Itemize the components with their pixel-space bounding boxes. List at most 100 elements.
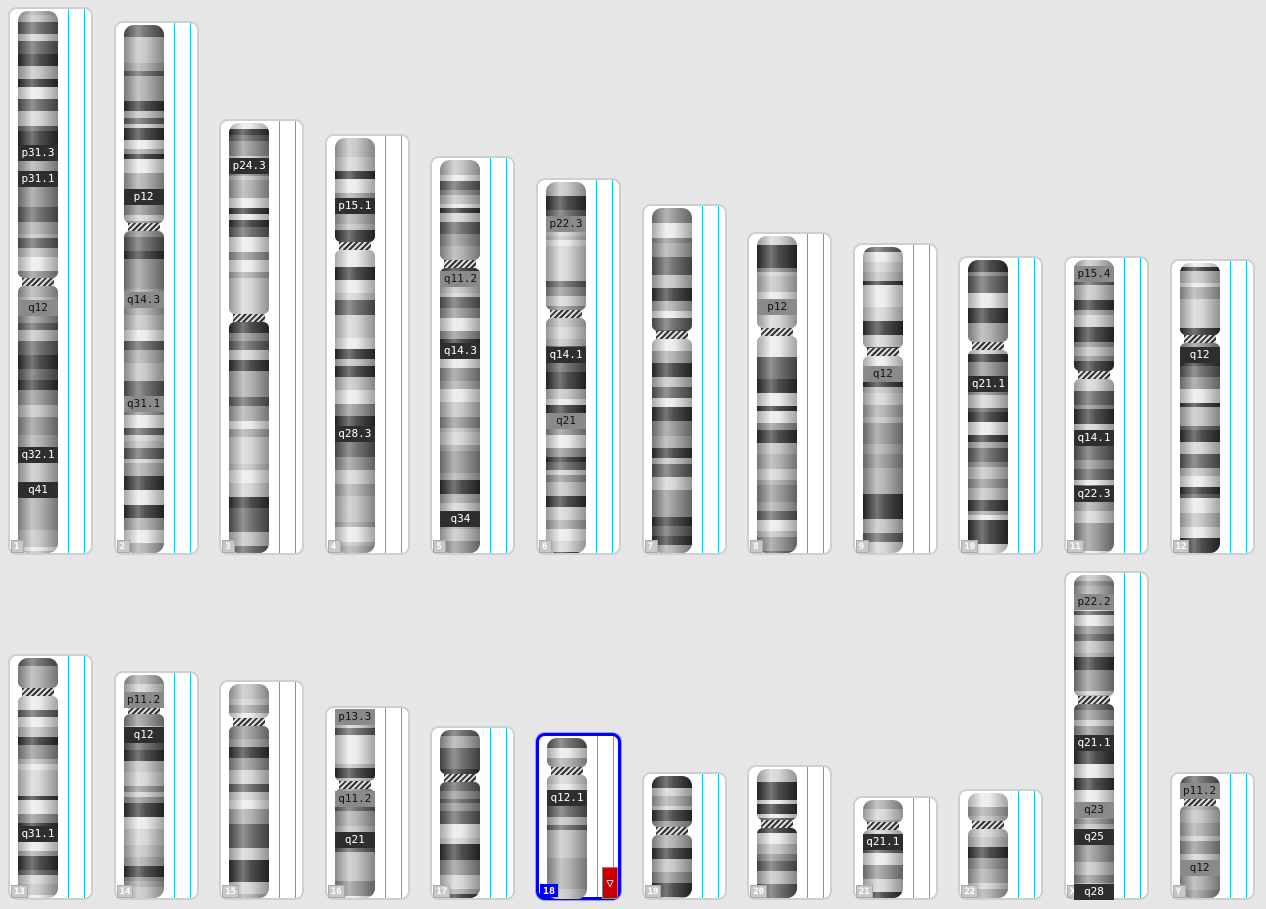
cytoband[interactable] (547, 758, 587, 767)
cytoband[interactable] (123, 91, 164, 95)
chromosome-number[interactable]: 9 (855, 540, 869, 553)
cytoband[interactable] (440, 445, 481, 451)
cytoband[interactable] (757, 292, 798, 299)
cytoband[interactable] (334, 349, 375, 353)
cytoband[interactable] (757, 379, 798, 393)
chromosome-arm[interactable] (651, 776, 692, 827)
cytoband[interactable] (334, 138, 375, 146)
cytoband[interactable] (229, 788, 270, 792)
cytoband[interactable] (440, 246, 481, 257)
cytoband[interactable] (334, 353, 375, 359)
cytoband[interactable] (229, 497, 270, 508)
cytoband[interactable] (123, 118, 164, 124)
cytoband[interactable] (651, 517, 692, 526)
cytoband[interactable] (123, 350, 164, 363)
cytoband[interactable] (334, 542, 375, 546)
chromosome-arm[interactable] (862, 356, 903, 553)
cytoband[interactable] (546, 462, 586, 470)
cytoband[interactable] (651, 883, 692, 897)
cytoband[interactable] (862, 417, 903, 423)
cytoband[interactable] (1074, 444, 1114, 452)
cytoband[interactable] (1074, 657, 1114, 670)
cytoband[interactable] (18, 198, 58, 207)
cytoband[interactable] (546, 236, 586, 240)
cytoband[interactable] (651, 330, 692, 331)
cytoband[interactable] (123, 684, 164, 695)
cytoband[interactable] (547, 889, 587, 898)
band-label[interactable]: q41 (18, 482, 58, 498)
cytoband[interactable] (1074, 824, 1114, 828)
cytoband[interactable] (123, 159, 164, 173)
cytoband[interactable] (968, 260, 1009, 272)
cytoband[interactable] (440, 791, 481, 799)
cytoband[interactable] (651, 238, 692, 243)
cytoband[interactable] (229, 260, 270, 264)
cytoband[interactable] (968, 837, 1009, 847)
chromosome-panel-6[interactable]: p22.3 q14.1 q21 6 (536, 178, 621, 555)
cytoband[interactable] (547, 898, 587, 899)
chromosome-panel-X[interactable]: p22.2 q21.1 q23 q25 q28 X (1064, 571, 1149, 900)
cytoband[interactable] (229, 726, 270, 739)
cytoband[interactable] (1074, 551, 1114, 553)
chromosome-panel-3[interactable]: p24.3 3 (219, 119, 305, 555)
cytoband[interactable] (440, 769, 481, 774)
cytoband[interactable] (440, 234, 481, 246)
cytoband[interactable] (862, 454, 903, 468)
cytoband[interactable] (229, 129, 270, 135)
cytoband[interactable] (229, 406, 270, 421)
cytoband[interactable] (440, 473, 481, 480)
chromosome-panel-10[interactable]: q21.1 10 (958, 256, 1044, 555)
cytoband[interactable] (123, 25, 164, 37)
cytoband[interactable] (1074, 611, 1114, 615)
cytoband[interactable] (229, 214, 270, 220)
chromosome-arm[interactable] (1179, 343, 1220, 553)
cytoband[interactable] (546, 443, 586, 448)
cytoband[interactable] (546, 541, 586, 552)
cytoband[interactable] (334, 315, 375, 326)
cytoband[interactable] (229, 227, 270, 237)
chromosome-number[interactable]: 1 (11, 540, 24, 553)
cytoband[interactable] (547, 775, 587, 784)
cytoband[interactable] (229, 180, 270, 193)
cytoband[interactable] (862, 433, 903, 444)
cytoband[interactable] (968, 511, 1009, 515)
cytoband[interactable] (1179, 876, 1220, 890)
chromosome-arm[interactable] (18, 11, 58, 278)
chromosome-number[interactable]: 10 (961, 540, 979, 553)
cytoband[interactable] (18, 286, 58, 297)
cytoband[interactable] (123, 231, 164, 237)
chromosome-arm[interactable] (229, 684, 270, 718)
cytoband[interactable] (123, 221, 164, 223)
cytoband[interactable] (440, 339, 481, 345)
cytoband[interactable] (440, 889, 481, 894)
cytoband[interactable] (18, 875, 58, 884)
cytoband[interactable] (757, 884, 798, 898)
band-label[interactable]: q32.1 (18, 447, 58, 463)
cytoband[interactable] (229, 220, 270, 227)
cytoband[interactable] (546, 256, 586, 267)
cytoband[interactable] (334, 768, 375, 778)
cytoband[interactable] (1074, 342, 1114, 347)
cytoband[interactable] (18, 248, 58, 257)
cytoband[interactable] (1179, 806, 1220, 810)
cytoband[interactable] (651, 495, 692, 506)
chromosome-panel-5[interactable]: q11.2 q14.3 q34 5 (430, 156, 516, 555)
cytoband[interactable] (1179, 527, 1220, 538)
cytoband[interactable] (757, 272, 798, 276)
cytoband[interactable] (18, 696, 58, 710)
cytoband[interactable] (651, 464, 692, 473)
cytoband[interactable] (123, 76, 164, 80)
down-triangle-icon[interactable]: ▽ (602, 867, 618, 899)
cytoband[interactable] (440, 160, 481, 175)
cytoband[interactable] (862, 830, 903, 835)
chromosome-number[interactable]: 20 (750, 885, 768, 898)
cytoband[interactable] (229, 237, 270, 252)
cytoband[interactable] (334, 157, 375, 171)
cytoband[interactable] (334, 778, 375, 781)
cytoband[interactable] (546, 487, 586, 496)
cytoband[interactable] (229, 193, 270, 198)
cytoband[interactable] (440, 541, 481, 553)
cytoband[interactable] (123, 415, 164, 428)
chromosome-arm[interactable] (1179, 806, 1220, 898)
cytoband[interactable] (1074, 356, 1114, 361)
